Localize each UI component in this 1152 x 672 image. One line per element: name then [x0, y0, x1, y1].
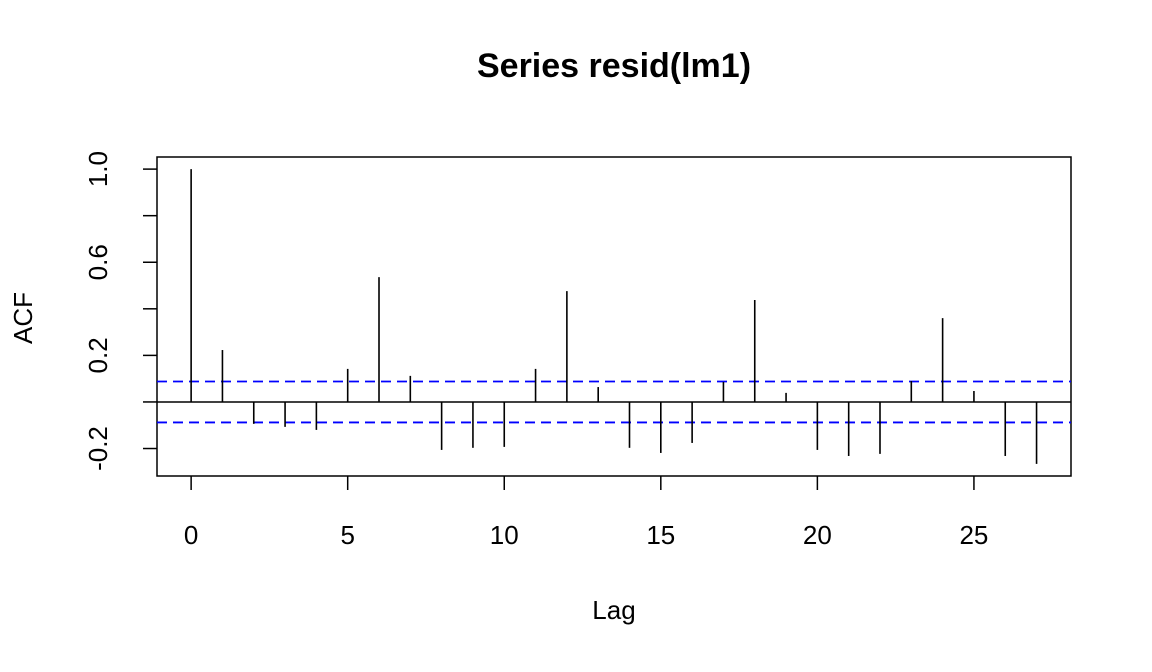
- x-tick-label: 20: [803, 520, 832, 550]
- x-tick-label: 15: [646, 520, 675, 550]
- x-axis-label: Lag: [592, 595, 635, 625]
- y-tick-label: 0.2: [83, 337, 113, 373]
- y-tick-label: 1.0: [83, 151, 113, 187]
- x-tick-label: 5: [340, 520, 354, 550]
- chart-title: Series resid(lm1): [477, 47, 751, 85]
- plot-frame: [156, 156, 1072, 477]
- y-tick-label: 0.6: [83, 244, 113, 280]
- x-tick-label: 0: [184, 520, 198, 550]
- x-tick-label: 10: [490, 520, 519, 550]
- y-axis-label: ACF: [8, 292, 38, 344]
- x-tick-label: 25: [959, 520, 988, 550]
- y-tick-label: -0.2: [83, 426, 113, 471]
